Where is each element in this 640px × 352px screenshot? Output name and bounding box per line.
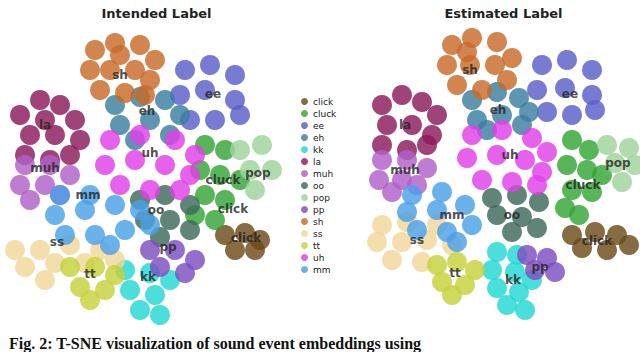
svg-text:pp: pp [313, 205, 325, 215]
svg-text:muh: muh [313, 169, 333, 179]
svg-text:oo: oo [148, 203, 165, 217]
svg-text:eh: eh [313, 133, 324, 143]
svg-text:click: click [231, 231, 262, 245]
svg-text:pop: pop [245, 166, 271, 180]
svg-text:cluck: cluck [313, 109, 337, 119]
svg-text:tt: tt [313, 241, 321, 251]
svg-text:uh: uh [313, 253, 324, 263]
svg-text:ee: ee [205, 87, 221, 101]
svg-text:pp: pp [531, 260, 549, 274]
svg-text:la: la [399, 118, 411, 132]
svg-text:uh: uh [501, 148, 518, 162]
svg-text:cluck: cluck [566, 178, 602, 192]
svg-text:kk: kk [505, 273, 522, 287]
svg-text:click: click [582, 234, 613, 248]
svg-text:uh: uh [141, 146, 158, 160]
svg-text:mm: mm [439, 208, 464, 222]
svg-text:oo: oo [504, 208, 521, 222]
svg-text:tt: tt [449, 266, 461, 280]
svg-text:oo: oo [313, 181, 325, 191]
svg-text:tt: tt [84, 267, 96, 281]
svg-text:sh: sh [462, 63, 478, 77]
svg-text:pp: pp [159, 240, 177, 254]
svg-text:cluck: cluck [206, 173, 242, 187]
svg-text:mm: mm [313, 265, 331, 275]
svg-text:muh: muh [30, 161, 60, 175]
svg-text:mm: mm [75, 188, 100, 202]
svg-text:click: click [218, 202, 249, 216]
svg-text:la: la [313, 157, 321, 167]
svg-text:la: la [39, 118, 51, 132]
svg-text:kk: kk [313, 145, 324, 155]
svg-text:ee: ee [313, 121, 325, 131]
svg-text:kk: kk [140, 270, 157, 284]
svg-text:sh: sh [112, 68, 128, 82]
svg-text:ss: ss [410, 233, 424, 247]
svg-text:pop: pop [605, 156, 631, 170]
svg-text:Estimated Label: Estimated Label [444, 6, 562, 21]
svg-text:ee: ee [562, 87, 578, 101]
svg-text:muh: muh [390, 163, 420, 177]
svg-text:ss: ss [313, 229, 323, 239]
svg-text:Fig. 2:: Fig. 2: [9, 335, 53, 352]
svg-text:ss: ss [50, 235, 64, 249]
svg-text:T-SNE visualization of sound e: T-SNE visualization of sound event embed… [53, 335, 422, 352]
svg-text:Intended Label: Intended Label [102, 6, 212, 21]
svg-text:eh: eh [490, 103, 507, 117]
svg-text:click: click [313, 97, 334, 107]
svg-text:sh: sh [313, 217, 323, 227]
svg-text:eh: eh [139, 104, 156, 118]
svg-text:pop: pop [313, 193, 330, 203]
